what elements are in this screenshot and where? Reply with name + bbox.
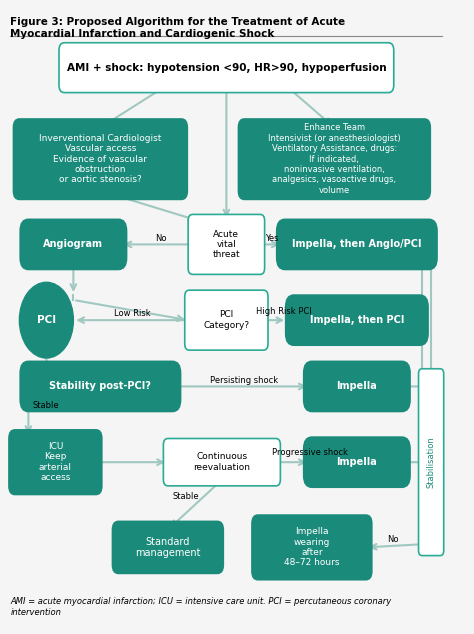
FancyBboxPatch shape xyxy=(276,219,438,270)
Text: PCI: PCI xyxy=(37,315,56,325)
FancyBboxPatch shape xyxy=(13,118,188,200)
Text: No: No xyxy=(155,233,167,243)
Text: AMI + shock: hypotension <90, HR>90, hypoperfusion: AMI + shock: hypotension <90, HR>90, hyp… xyxy=(66,63,386,73)
Text: Acute
vital
threat: Acute vital threat xyxy=(212,230,240,259)
Text: Continuous
reevaluation: Continuous reevaluation xyxy=(193,453,250,472)
FancyBboxPatch shape xyxy=(19,219,128,270)
FancyBboxPatch shape xyxy=(59,42,394,93)
Text: No: No xyxy=(387,534,399,544)
FancyBboxPatch shape xyxy=(303,361,411,412)
Text: Stable: Stable xyxy=(173,493,199,501)
Text: ICU
Keep
arterial
access: ICU Keep arterial access xyxy=(39,442,72,482)
Text: Progressive shock: Progressive shock xyxy=(272,448,347,457)
Text: Impella, then PCI: Impella, then PCI xyxy=(310,315,404,325)
Text: Inverventional Cardiologist
Vascular access
Evidence of vascular
obstruction
or : Inverventional Cardiologist Vascular acc… xyxy=(39,134,162,184)
FancyBboxPatch shape xyxy=(8,429,103,495)
FancyBboxPatch shape xyxy=(251,514,373,581)
Text: AMI = acute myocardial infarction; ICU = intensive care unit. PCI = percutaneous: AMI = acute myocardial infarction; ICU =… xyxy=(10,597,392,617)
Circle shape xyxy=(19,282,73,358)
FancyBboxPatch shape xyxy=(285,294,429,346)
FancyBboxPatch shape xyxy=(419,369,444,555)
Text: Stabilisation: Stabilisation xyxy=(427,436,436,488)
Text: Impella, then Anglo/PCI: Impella, then Anglo/PCI xyxy=(292,240,421,249)
Text: Impella: Impella xyxy=(337,382,377,391)
Text: Impella: Impella xyxy=(337,457,377,467)
Text: Persisting shock: Persisting shock xyxy=(210,375,278,385)
FancyBboxPatch shape xyxy=(303,436,411,488)
FancyBboxPatch shape xyxy=(237,118,431,200)
Text: Standard
management: Standard management xyxy=(135,536,201,558)
Text: Yes: Yes xyxy=(264,233,278,243)
Text: Low Risk: Low Risk xyxy=(114,309,150,318)
FancyBboxPatch shape xyxy=(188,214,264,275)
FancyBboxPatch shape xyxy=(112,521,224,574)
FancyBboxPatch shape xyxy=(164,439,281,486)
Text: Stable: Stable xyxy=(33,401,60,410)
Text: Enhance Team
Intensivist (or anesthesiologist)
Ventilatory Assistance, drugs:
If: Enhance Team Intensivist (or anesthesiol… xyxy=(268,124,401,195)
Text: Impella
wearing
after
48–72 hours: Impella wearing after 48–72 hours xyxy=(284,527,340,567)
Text: High Risk PCI: High Risk PCI xyxy=(256,307,312,316)
Text: Angiogram: Angiogram xyxy=(44,240,103,249)
FancyBboxPatch shape xyxy=(19,361,182,412)
FancyBboxPatch shape xyxy=(185,290,268,350)
Text: PCI
Category?: PCI Category? xyxy=(203,311,249,330)
Text: Figure 3: Proposed Algorithm for the Treatment of Acute
Myocardial Infarction an: Figure 3: Proposed Algorithm for the Tre… xyxy=(10,17,346,39)
Text: Stability post-PCI?: Stability post-PCI? xyxy=(49,382,151,391)
